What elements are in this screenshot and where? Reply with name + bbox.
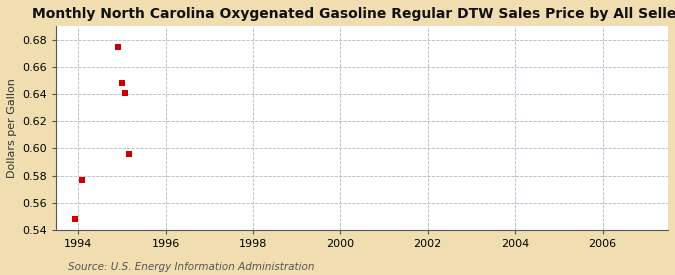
Point: [70, 217, 80, 221]
Point: [76, 177, 87, 182]
Point: [120, 90, 131, 95]
Title: Monthly North Carolina Oxygenated Gasoline Regular DTW Sales Price by All Seller: Monthly North Carolina Oxygenated Gasoli…: [32, 7, 675, 21]
Y-axis label: Dollars per Gallon: Dollars per Gallon: [7, 78, 17, 178]
Point: [124, 152, 134, 156]
Text: Source: U.S. Energy Information Administration: Source: U.S. Energy Information Administ…: [68, 262, 314, 272]
Point: [113, 45, 124, 49]
Point: [116, 81, 127, 86]
